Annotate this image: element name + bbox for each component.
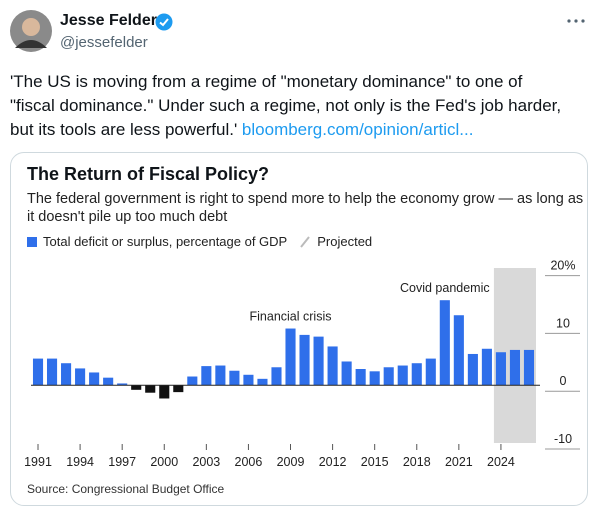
chart-source: Source: Congressional Budget Office [27,482,225,496]
tweet-body: 'The US is moving from a regime of "mone… [10,72,562,139]
legend-label: Projected [317,234,373,249]
bar [61,363,72,386]
x-tick-label: 2009 [277,455,305,469]
legend-label: Total deficit or surplus, percentage of … [43,234,288,249]
bar [467,353,478,386]
bar [383,367,394,386]
bar [89,372,100,386]
y-tick-label: 10 [556,316,570,330]
bar [523,349,535,386]
chart-title: The Return of Fiscal Policy? [27,164,270,184]
bar [75,368,86,386]
bar [201,366,212,386]
bar [145,385,156,393]
bar [32,358,44,386]
verified-badge [155,13,173,31]
bar [425,358,436,386]
y-tick-label: 20% [550,259,575,273]
y-tick-label: -10 [554,432,572,446]
x-tick-label: 2012 [319,455,347,469]
bar [439,300,450,386]
bar [355,369,366,386]
x-tick-label: 1994 [66,455,94,469]
x-tick-label: 2024 [487,455,515,469]
bar [341,361,352,386]
chart-subtitle: The federal government is right to spend… [27,191,584,225]
annotation: Financial crisis [250,310,332,324]
bar [327,346,338,386]
bar [229,370,240,386]
bar [159,385,170,399]
bar [285,328,296,386]
legend-projected-swatch [300,235,311,248]
annotation: Covid pandemic [400,281,490,295]
bar [173,385,184,393]
bar [495,352,506,386]
bar [411,363,422,386]
bar [509,349,521,386]
bar [117,383,128,386]
bar [481,348,492,386]
tweet-link[interactable]: bloomberg.com/opinion/articl... [241,120,474,139]
bar [243,374,254,386]
bar [103,377,114,386]
x-tick-label: 1991 [24,455,52,469]
user-name[interactable]: Jesse Felder [60,12,157,29]
x-tick-label: 2003 [192,455,220,469]
bar [271,367,282,386]
bar [215,365,226,386]
bar [369,371,380,386]
legend-swatch [27,236,37,247]
x-tick-label: 2021 [445,455,473,469]
media-card[interactable] [10,152,588,506]
bar [453,315,464,386]
bar [187,376,198,386]
bar [313,336,324,386]
more-button[interactable] [566,18,586,24]
y-tick-label: 0 [560,374,567,388]
bar [46,358,58,386]
x-tick-label: 1997 [108,455,136,469]
x-tick-label: 2018 [403,455,431,469]
tweet-text: 'The US is moving from a regime of "mone… [10,70,570,142]
bar [299,334,310,386]
bar [257,378,268,386]
x-tick-label: 2006 [235,455,263,469]
avatar[interactable] [10,10,52,52]
x-tick-label: 2000 [150,455,178,469]
legend: Total deficit or surplus, percentage of … [27,234,372,249]
bar [131,385,142,390]
user-handle[interactable]: @jessefelder [60,34,148,51]
x-tick-label: 2015 [361,455,389,469]
bar [397,365,408,386]
